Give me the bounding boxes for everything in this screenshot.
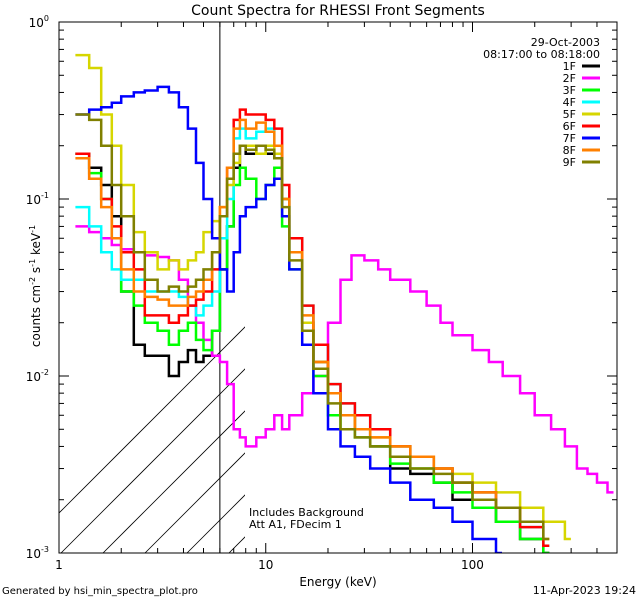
y-label-exp-1: -2: [28, 277, 37, 285]
y-axis-label: counts cm-2 s-1 keV-1: [28, 225, 43, 347]
series-line-2f: [75, 225, 614, 494]
y-label-exp-3: -1: [28, 225, 37, 233]
legend-label-8f: 8F: [563, 144, 576, 157]
chart-title: Count Spectra for RHESSI Front Segments: [191, 3, 485, 19]
hatch-line: [481, 22, 640, 553]
observation-date: 29-Oct-2003: [531, 36, 600, 49]
legend-label-5f: 5F: [563, 108, 576, 121]
y-tick-exp: -3: [41, 545, 49, 554]
y-label-main: counts cm: [29, 285, 43, 347]
footer-timestamp: 11-Apr-2023 19:24: [533, 584, 636, 597]
x-tick-label: 10: [258, 558, 273, 572]
annotation-background: Includes Background: [249, 506, 364, 519]
legend-label-4f: 4F: [563, 96, 576, 109]
y-tick-label: 100: [29, 14, 49, 30]
y-label-tail: keV: [29, 232, 43, 259]
y-tick-label: 10-1: [26, 191, 49, 207]
x-axis-label: Energy (keV): [299, 575, 376, 589]
plot-frame: [58, 21, 618, 554]
series-line-9f: [75, 113, 550, 541]
x-tick-label: 100: [461, 558, 484, 572]
hatch-line: [59, 326, 245, 514]
hatch-line: [60, 368, 245, 553]
hatch-line: [144, 452, 245, 553]
legend-label-6f: 6F: [563, 120, 576, 133]
series-line-7f: [75, 85, 502, 553]
y-label-mid: s: [29, 267, 43, 277]
hatch-line: [607, 22, 640, 553]
footer-generator: Generated by hsi_min_spectra_plot.pro: [2, 586, 198, 597]
x-axis: 1 10 100: [55, 22, 618, 572]
legend-label-3f: 3F: [563, 84, 576, 97]
y-label-exp-2: -1: [28, 259, 37, 267]
legend-label-7f: 7F: [563, 132, 576, 145]
hatch-line: [565, 22, 640, 553]
y-tick-base: 10: [29, 16, 44, 30]
legend-label-2f: 2F: [563, 72, 576, 85]
y-tick-label: 10-2: [26, 368, 49, 384]
series-group: [75, 53, 614, 553]
series-line-8f: [75, 118, 550, 541]
legend-label-1f: 1F: [563, 60, 576, 73]
y-tick-base: 10: [26, 370, 41, 384]
y-tick-exp: -2: [41, 368, 49, 377]
observation-time-range: 08:17:00 to 08:18:00: [483, 48, 600, 61]
annotation-attenuator: Att A1, FDecim 1: [249, 518, 342, 531]
x-tick-label: 1: [55, 558, 63, 572]
legend-label-9f: 9F: [563, 156, 576, 169]
attenuator-hatched-region: [59, 22, 640, 553]
y-tick-exp: 0: [44, 14, 49, 23]
y-tick-base: 10: [26, 193, 41, 207]
y-tick-exp: -1: [41, 191, 49, 200]
y-tick-label: 10-3: [26, 545, 49, 561]
hatch-line: [523, 22, 640, 553]
hatch-line: [102, 410, 245, 553]
y-tick-base: 10: [26, 547, 41, 561]
